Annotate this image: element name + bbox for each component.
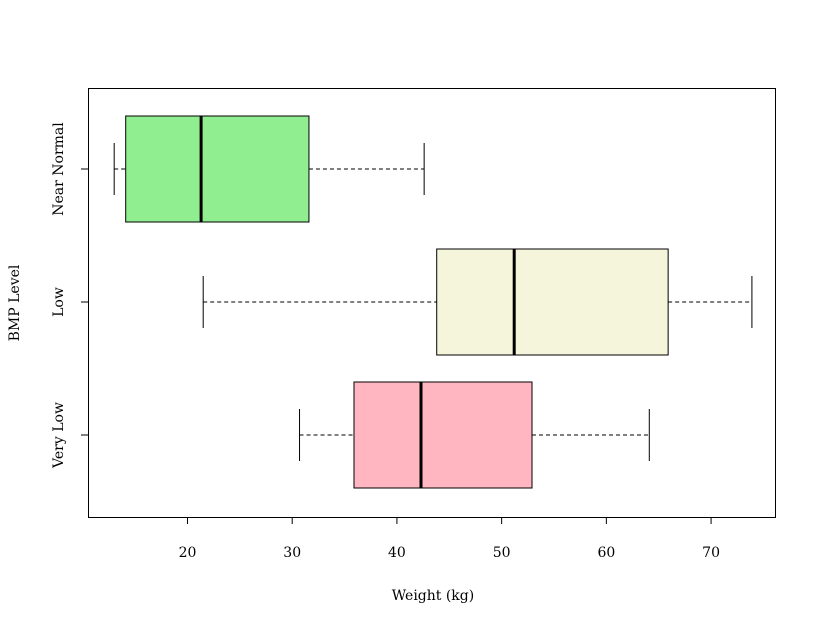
box-group-very-low <box>299 381 650 489</box>
boxes-layer <box>113 115 753 489</box>
x-axis-label: Weight (kg) <box>392 588 474 604</box>
y-tick-label: Very Low <box>51 402 67 469</box>
y-tick-label: Near Normal <box>51 122 67 216</box>
x-axis: 20 30 40 50 60 70 <box>179 517 720 561</box>
box-group-low <box>202 248 753 356</box>
box-very-low <box>353 381 533 489</box>
x-tick-label: 30 <box>283 545 301 561</box>
y-tick-label: Low <box>51 287 67 317</box>
plot-frame <box>88 88 776 518</box>
x-tick-label: 70 <box>702 545 720 561</box>
box-group-near-normal <box>113 115 425 223</box>
x-tick-label: 60 <box>597 545 615 561</box>
y-axis-label: BMP Level <box>7 264 23 341</box>
y-axis: Very Low Low Near Normal <box>51 122 88 469</box>
box-low <box>436 248 669 356</box>
x-tick-label: 50 <box>493 545 511 561</box>
box-near-normal <box>125 115 310 223</box>
x-tick-label: 40 <box>388 545 406 561</box>
x-tick-label: 20 <box>179 545 197 561</box>
